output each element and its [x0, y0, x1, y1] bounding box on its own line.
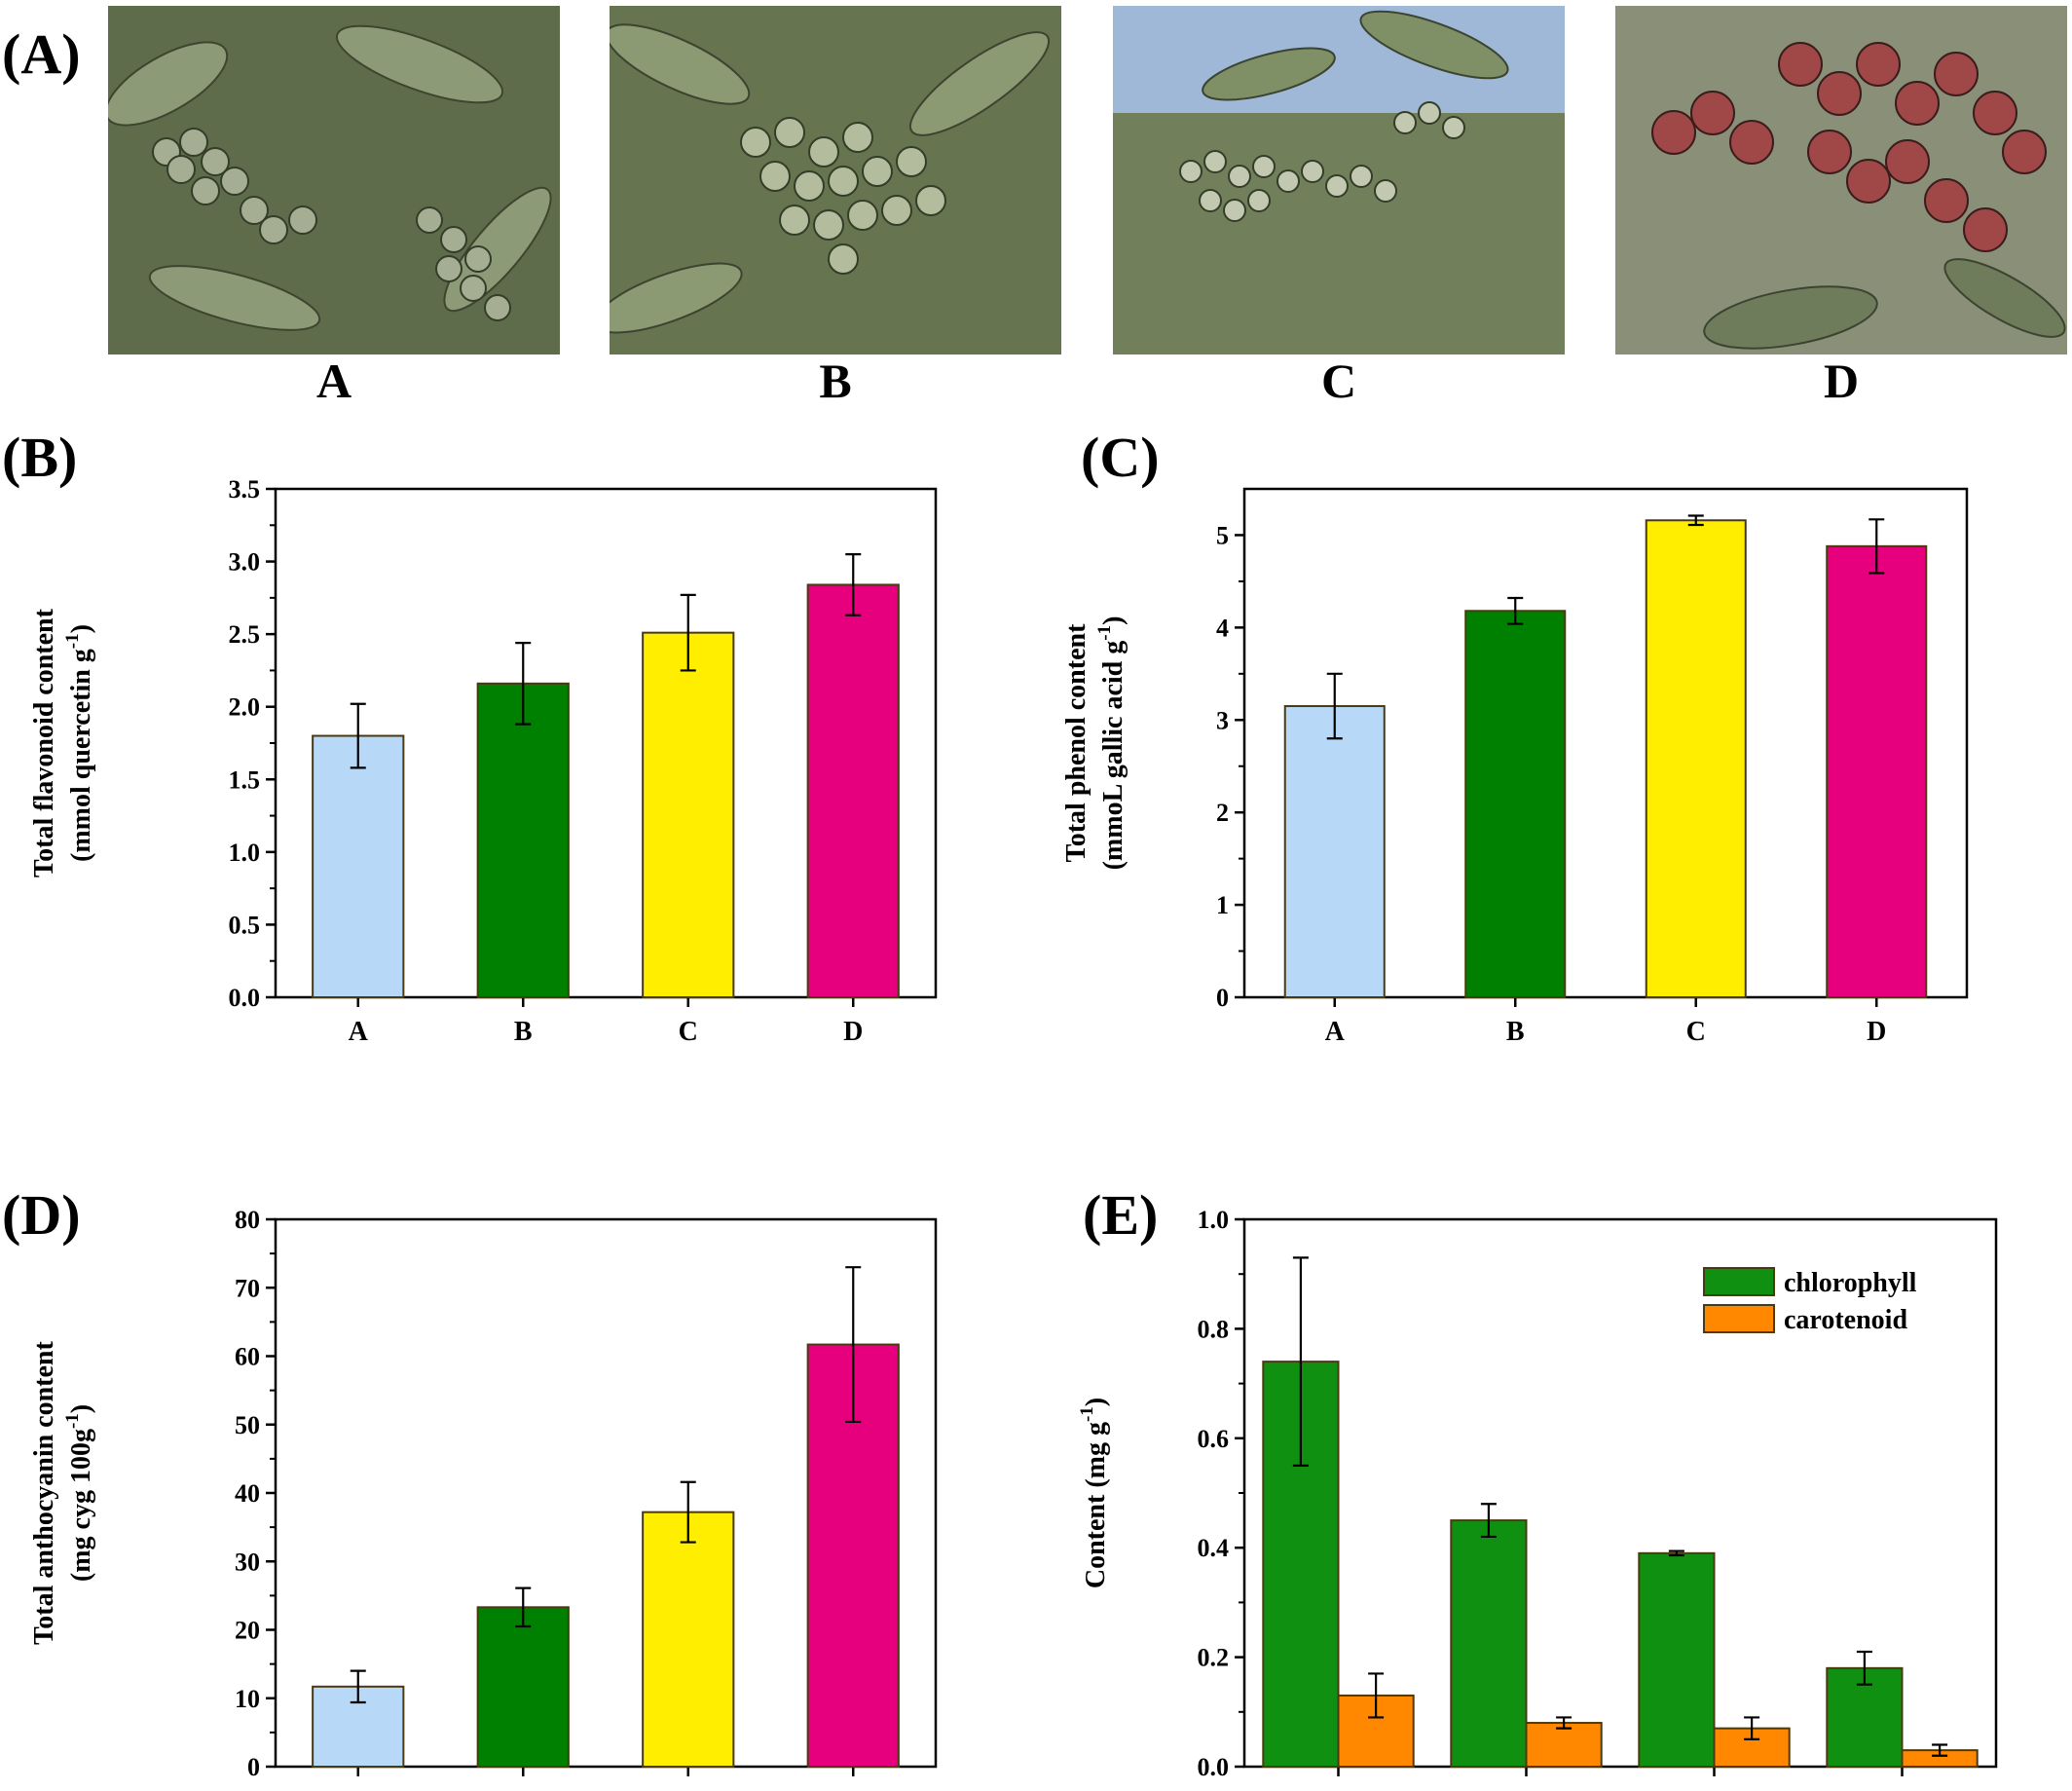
y-tick-label: 80	[235, 1206, 260, 1234]
y-tick-label: 1.0	[229, 839, 261, 867]
y-tick-label: 0	[1216, 984, 1229, 1012]
bar-D	[1826, 544, 1928, 999]
photo-stage-c	[1113, 6, 1565, 354]
y-tick-label: 60	[235, 1343, 260, 1371]
x-tick-label: A	[1325, 1017, 1346, 1047]
x-tick-label: B	[514, 1786, 533, 1791]
y-tick-label: 2.0	[229, 693, 261, 722]
photo-caption-a: A	[315, 354, 352, 408]
y-tick-label: 4	[1216, 614, 1229, 642]
bar-A	[312, 734, 405, 998]
y-tick-label: 30	[235, 1548, 260, 1576]
x-tick-label: B	[1506, 1017, 1525, 1047]
y-axis-label-line2: (mmol quercetin g-1)	[62, 624, 96, 862]
panel-label-a: (A)	[2, 22, 81, 86]
y-tick-label: 5	[1216, 521, 1229, 549]
y-axis-label-line2: (mg cyg 100g-1)	[62, 1404, 96, 1582]
pigment-bar-chart: 0.0 0.2 0.4 0.6 0.8 1.0 Content (mg g-1) A B C Dch…	[1077, 1206, 1998, 1791]
y-tick-label: 3.0	[229, 548, 261, 577]
fruit-cluster-image-b	[610, 6, 1061, 354]
x-tick-label: A	[349, 1786, 369, 1791]
photo-stage-d	[1615, 6, 2067, 354]
bar-carotenoid-B	[1525, 1722, 1603, 1768]
bar-C	[642, 1511, 735, 1768]
y-tick-label: 0.4	[1198, 1534, 1230, 1562]
photo-stage-a	[108, 6, 560, 354]
x-tick-label: A	[349, 1017, 369, 1047]
y-tick-label: 70	[235, 1274, 260, 1302]
x-tick-label: C	[1704, 1786, 1723, 1791]
panel-label-d: (D)	[2, 1183, 81, 1247]
y-axis-label-line1: Total phenol content	[1061, 623, 1092, 862]
x-tick-label: B	[1517, 1786, 1536, 1791]
legend-swatch-carotenoid	[1703, 1304, 1775, 1333]
y-axis-label-line1: Total flavonoid content	[29, 608, 59, 877]
bar-D	[806, 583, 900, 998]
flavonoid-bar-chart: 0.0 0.5 1.0 1.5 2.0 2.5 3.0 3.5 Total flavonoid …	[29, 475, 938, 1047]
y-axis-label: Total flavonoid content (mmol quercetin g…	[29, 608, 96, 877]
bar-B	[476, 682, 570, 998]
y-tick-label: 3.5	[229, 475, 261, 504]
y-axis-label-line1: Total anthocyanin content	[29, 1340, 59, 1644]
y-tick-label: 0.2	[1198, 1644, 1230, 1672]
bar-chlorophyll-C	[1638, 1551, 1716, 1768]
y-tick-label: 2	[1216, 799, 1229, 827]
legend-label-carotenoid: carotenoid	[1784, 1305, 1907, 1335]
y-axis-label-line2: (mmoL gallic acid g-1)	[1094, 616, 1128, 871]
bar-B	[1464, 610, 1567, 998]
x-tick-label: C	[1686, 1017, 1706, 1047]
y-axis-label: Total phenol content (mmoL gallic acid g-…	[1061, 616, 1128, 871]
fruit-cluster-image-a	[108, 6, 560, 354]
panel-label-e: (E)	[1083, 1183, 1159, 1247]
y-tick-label: 20	[235, 1617, 260, 1645]
photo-caption-d: D	[1823, 354, 1860, 408]
y-axis-label: Total anthocyanin content (mg cyg 100g-1)	[29, 1340, 96, 1644]
y-axis-label: Content (mg g-1)	[1077, 1398, 1111, 1588]
x-tick-label: D	[843, 1017, 863, 1047]
photo-stage-b	[610, 6, 1061, 354]
anthocyanin-bar-chart: 0 10 20 30 40 50 60 70 80 Total anthocyanin conte…	[29, 1206, 938, 1791]
fruit-cluster-image-c	[1113, 6, 1565, 354]
y-axis-label-line1: Content (mg g-1)	[1077, 1398, 1111, 1588]
y-tick-label: 40	[235, 1479, 260, 1508]
y-tick-label: 0.0	[1198, 1753, 1230, 1781]
y-tick-label: 0.6	[1198, 1425, 1230, 1453]
photo-caption-b: B	[819, 354, 852, 408]
y-tick-label: 2.5	[229, 620, 261, 649]
bar-B	[476, 1606, 570, 1768]
y-tick-label: 1.5	[229, 765, 261, 794]
y-tick-label: 1	[1216, 891, 1229, 919]
x-tick-label: C	[679, 1786, 698, 1791]
photo-caption-c: C	[1320, 354, 1357, 408]
phenol-bar-chart: 0 1 2 3 4 5 Total phenol content (mmoL gallic a…	[1061, 487, 1969, 1047]
x-tick-label: D	[1892, 1786, 1911, 1791]
bar-A	[312, 1685, 405, 1768]
y-tick-label: 1.0	[1198, 1206, 1230, 1234]
bar-A	[1283, 705, 1386, 998]
legend-label-chlorophyll: chlorophyll	[1784, 1268, 1917, 1298]
y-tick-label: 50	[235, 1411, 260, 1439]
legend-swatch-chlorophyll	[1703, 1267, 1775, 1296]
fruit-cluster-image-d	[1615, 6, 2067, 354]
y-tick-label: 3	[1216, 706, 1229, 734]
x-tick-label: A	[1328, 1786, 1349, 1791]
bar-C	[642, 631, 735, 998]
y-tick-label: 0.8	[1198, 1315, 1230, 1343]
panel-label-c: (C)	[1081, 426, 1160, 489]
plot-frame	[1242, 487, 1969, 999]
y-tick-label: 10	[235, 1685, 260, 1713]
bar-C	[1645, 519, 1747, 998]
y-tick-label: 0.5	[229, 911, 261, 939]
x-tick-label: D	[1867, 1017, 1886, 1047]
bar-chlorophyll-B	[1450, 1519, 1528, 1768]
y-tick-label: 0.0	[229, 984, 261, 1012]
x-tick-label: D	[843, 1786, 863, 1791]
y-tick-label: 0	[247, 1753, 260, 1781]
x-tick-label: B	[514, 1017, 533, 1047]
panel-label-b: (B)	[2, 426, 78, 489]
x-tick-label: C	[679, 1017, 698, 1047]
